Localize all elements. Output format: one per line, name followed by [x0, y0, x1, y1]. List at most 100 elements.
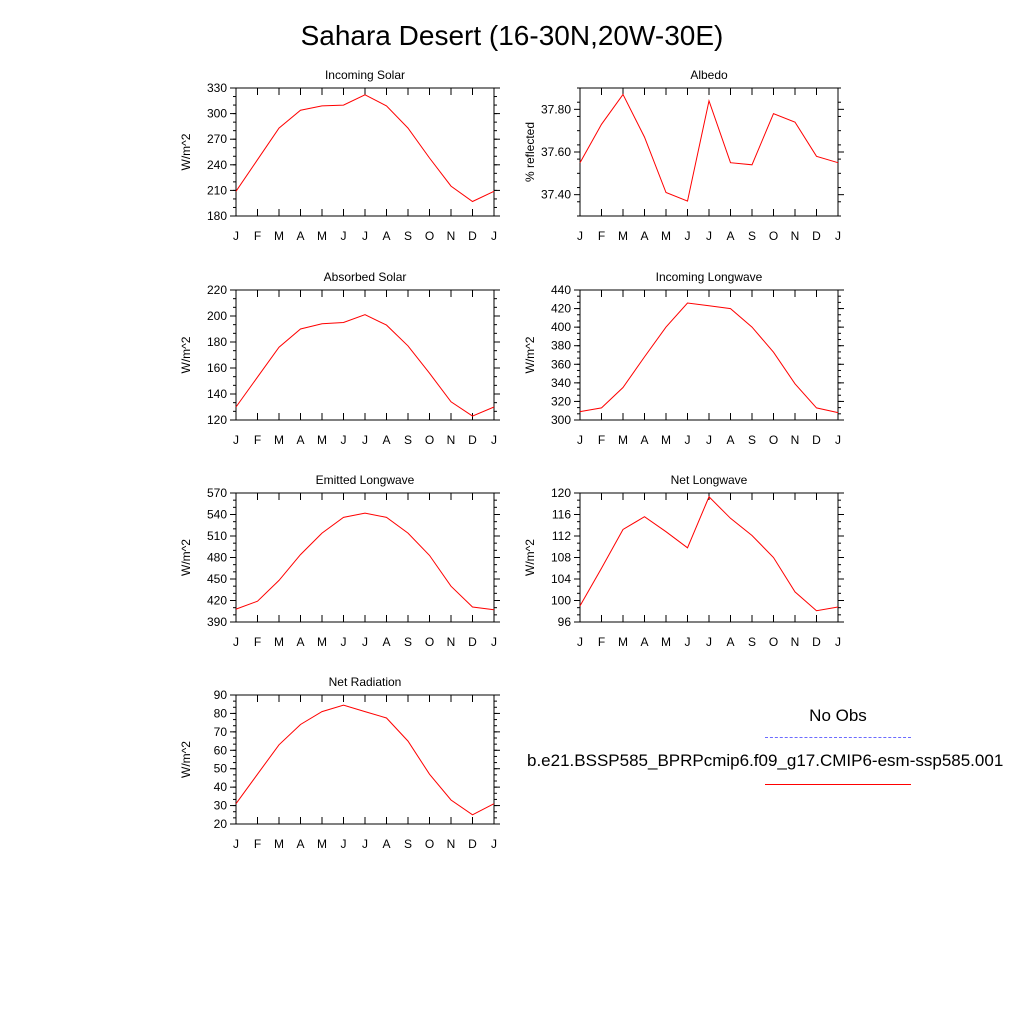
y-tick-label: 400	[551, 320, 571, 334]
y-tick-label: 300	[551, 413, 571, 427]
x-tick-label: J	[577, 433, 583, 447]
x-tick-label: A	[640, 229, 648, 243]
plot-frame	[235, 87, 495, 217]
y-tick-label: 330	[207, 81, 227, 95]
x-tick-label: J	[233, 229, 239, 243]
series-line	[235, 512, 495, 611]
x-tick-label: A	[726, 229, 734, 243]
y-tick-label: 380	[551, 339, 571, 353]
x-tick-label: J	[341, 229, 347, 243]
y-tick-label: 100	[551, 594, 571, 608]
y-tick-label: 220	[207, 283, 227, 297]
y-tick-label: 20	[214, 817, 228, 831]
series-line	[235, 704, 495, 816]
x-tick-label: J	[341, 635, 347, 649]
y-tick-label: 112	[552, 529, 571, 543]
chart-panel-0: J F M A M J J A S O N D J180210240270300330Incoming …	[179, 68, 500, 243]
chart-panel-3: J F M A M J J A S O N D J300320340360380400420440Inc…	[523, 270, 844, 447]
x-tick-label: J	[706, 433, 712, 447]
y-tick-label: 140	[207, 387, 227, 401]
x-tick-label: N	[791, 229, 800, 243]
legend-obs-label: No Obs	[809, 706, 867, 725]
x-tick-label: M	[317, 229, 327, 243]
y-tick-label: 240	[207, 158, 227, 172]
x-tick-label: M	[618, 635, 628, 649]
y-tick-label: 540	[207, 508, 227, 522]
y-tick-label: 180	[207, 335, 227, 349]
chart-panel-4: J F M A M J J A S O N D J390420450480510540570Emitte…	[179, 473, 500, 649]
x-tick-label: J	[685, 433, 691, 447]
y-tick-label: 37.60	[541, 145, 571, 159]
x-tick-label: F	[254, 229, 261, 243]
y-tick-label: 360	[551, 357, 571, 371]
x-tick-label: S	[748, 433, 756, 447]
x-tick-label: M	[317, 635, 327, 649]
panel-title: Absorbed Solar	[324, 270, 407, 284]
x-tick-label: J	[835, 433, 841, 447]
x-tick-label: N	[447, 433, 456, 447]
y-tick-label: 40	[214, 780, 228, 794]
y-tick-label: 37.40	[541, 188, 571, 202]
x-tick-label: J	[233, 635, 239, 649]
x-tick-label: J	[233, 837, 239, 851]
series-line	[235, 94, 495, 203]
x-tick-label: D	[468, 635, 477, 649]
y-axis-label: % reflected	[523, 122, 537, 182]
panel-title: Incoming Solar	[325, 68, 405, 82]
series-line	[579, 495, 839, 612]
y-tick-label: 450	[207, 572, 227, 586]
chart-panel-2: J F M A M J J A S O N D J120140160180200220Absorbed …	[179, 270, 500, 447]
x-tick-label: M	[317, 837, 327, 851]
panel-title: Net Radiation	[329, 675, 402, 689]
x-tick-label: J	[577, 635, 583, 649]
y-axis-label: W/m^2	[179, 133, 193, 170]
y-tick-label: 210	[207, 183, 227, 197]
x-tick-label: O	[425, 635, 434, 649]
x-tick-label: N	[447, 837, 456, 851]
plot-frame	[579, 87, 839, 217]
x-tick-label: J	[362, 635, 368, 649]
series-line	[235, 314, 495, 417]
y-tick-label: 50	[214, 762, 228, 776]
x-tick-label: J	[491, 229, 497, 243]
x-tick-label: A	[296, 229, 304, 243]
y-axis-label: W/m^2	[179, 539, 193, 576]
plot-frame	[579, 289, 839, 421]
x-tick-label: O	[769, 433, 778, 447]
y-tick-label: 390	[207, 615, 227, 629]
x-tick-label: F	[254, 635, 261, 649]
y-tick-label: 420	[551, 302, 571, 316]
x-tick-label: S	[404, 635, 412, 649]
y-tick-label: 120	[207, 413, 227, 427]
x-tick-label: J	[491, 837, 497, 851]
x-tick-label: F	[598, 229, 605, 243]
y-tick-label: 37.80	[541, 102, 571, 116]
y-tick-label: 440	[551, 283, 571, 297]
y-tick-label: 510	[207, 529, 227, 543]
x-tick-label: D	[468, 837, 477, 851]
x-tick-label: A	[640, 433, 648, 447]
x-tick-label: M	[618, 433, 628, 447]
x-tick-label: J	[491, 433, 497, 447]
x-tick-label: A	[382, 433, 390, 447]
x-tick-label: M	[274, 433, 284, 447]
plot-frame	[235, 694, 495, 825]
y-axis-label: W/m^2	[523, 539, 537, 576]
x-tick-label: J	[685, 229, 691, 243]
y-tick-label: 60	[214, 743, 228, 757]
plot-frame	[579, 492, 839, 623]
x-tick-label: J	[341, 837, 347, 851]
x-tick-label: M	[274, 635, 284, 649]
y-tick-label: 80	[214, 706, 228, 720]
y-tick-label: 200	[207, 309, 227, 323]
x-tick-label: J	[362, 433, 368, 447]
series-line	[579, 302, 839, 414]
y-tick-label: 270	[207, 132, 227, 146]
y-tick-label: 108	[551, 551, 571, 565]
x-tick-label: D	[812, 433, 821, 447]
x-tick-label: F	[254, 433, 261, 447]
